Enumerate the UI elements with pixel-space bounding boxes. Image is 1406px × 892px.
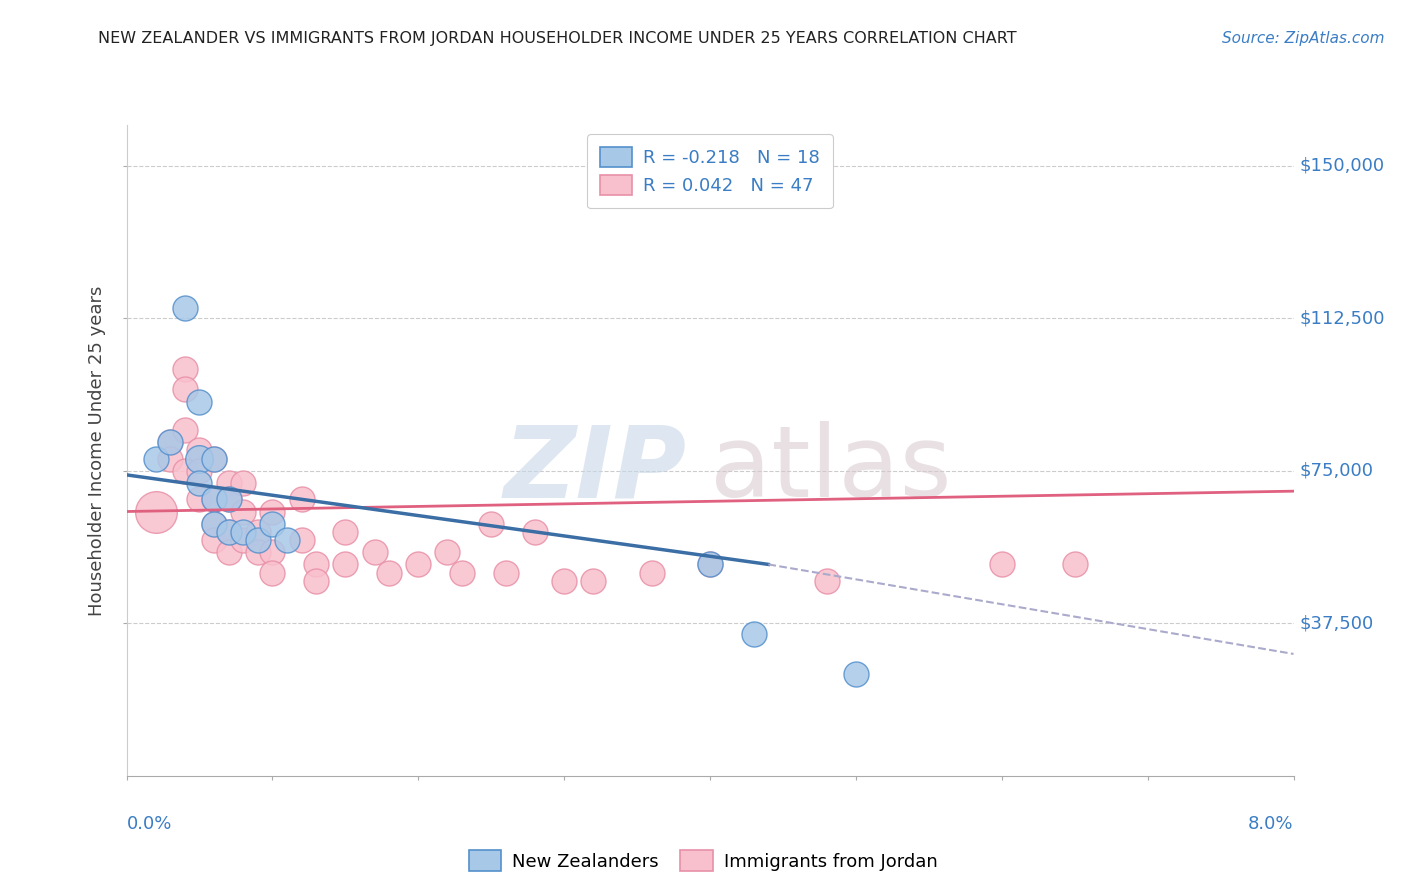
Point xyxy=(742,626,765,640)
Text: $150,000: $150,000 xyxy=(1299,157,1385,175)
Point xyxy=(815,574,838,588)
Point xyxy=(699,558,721,572)
Point xyxy=(174,301,197,315)
Point xyxy=(232,524,254,539)
Point xyxy=(699,558,721,572)
Text: 8.0%: 8.0% xyxy=(1249,815,1294,833)
Point xyxy=(246,524,269,539)
Point xyxy=(640,566,664,580)
Point xyxy=(1063,558,1085,572)
Point xyxy=(218,476,240,491)
Point xyxy=(451,566,474,580)
Text: $112,500: $112,500 xyxy=(1299,310,1385,327)
Point xyxy=(202,451,225,466)
Point xyxy=(232,533,254,547)
Point xyxy=(523,524,546,539)
Point xyxy=(159,435,181,450)
Text: Source: ZipAtlas.com: Source: ZipAtlas.com xyxy=(1222,31,1385,46)
Point xyxy=(218,545,240,559)
Point xyxy=(290,492,312,507)
Point xyxy=(159,435,181,450)
Text: ZIP: ZIP xyxy=(503,422,686,518)
Point xyxy=(174,362,197,376)
Point xyxy=(335,558,357,572)
Point xyxy=(479,516,502,531)
Text: $75,000: $75,000 xyxy=(1299,462,1374,480)
Point xyxy=(159,451,181,466)
Y-axis label: Householder Income Under 25 years: Householder Income Under 25 years xyxy=(89,285,107,615)
Point xyxy=(202,516,225,531)
Point xyxy=(262,545,284,559)
Point xyxy=(262,516,284,531)
Point xyxy=(246,533,269,547)
Point xyxy=(305,574,328,588)
Point xyxy=(262,566,284,580)
Point xyxy=(145,451,167,466)
Legend: New Zealanders, Immigrants from Jordan: New Zealanders, Immigrants from Jordan xyxy=(461,843,945,879)
Point xyxy=(202,451,225,466)
Point xyxy=(845,667,868,681)
Point xyxy=(188,451,211,466)
Legend: R = -0.218   N = 18, R = 0.042   N = 47: R = -0.218 N = 18, R = 0.042 N = 47 xyxy=(588,134,832,208)
Point xyxy=(232,504,254,518)
Point xyxy=(188,476,211,491)
Text: $37,500: $37,500 xyxy=(1299,615,1374,632)
Point xyxy=(246,545,269,559)
Point xyxy=(202,533,225,547)
Point xyxy=(218,524,240,539)
Point xyxy=(174,464,197,478)
Point xyxy=(202,492,225,507)
Point xyxy=(378,566,401,580)
Point xyxy=(495,566,517,580)
Point xyxy=(262,504,284,518)
Point xyxy=(174,383,197,397)
Point xyxy=(202,516,225,531)
Point xyxy=(174,423,197,437)
Point xyxy=(305,558,328,572)
Text: 0.0%: 0.0% xyxy=(127,815,172,833)
Point xyxy=(582,574,605,588)
Point xyxy=(218,492,240,507)
Point xyxy=(188,492,211,507)
Point xyxy=(363,545,385,559)
Point xyxy=(218,524,240,539)
Point xyxy=(408,558,430,572)
Point xyxy=(436,545,458,559)
Point xyxy=(232,476,254,491)
Text: atlas: atlas xyxy=(710,422,952,518)
Point xyxy=(335,524,357,539)
Point xyxy=(990,558,1012,572)
Text: NEW ZEALANDER VS IMMIGRANTS FROM JORDAN HOUSEHOLDER INCOME UNDER 25 YEARS CORREL: NEW ZEALANDER VS IMMIGRANTS FROM JORDAN … xyxy=(98,31,1017,46)
Point xyxy=(553,574,575,588)
Point xyxy=(276,533,298,547)
Point xyxy=(202,492,225,507)
Point xyxy=(188,443,211,458)
Point xyxy=(218,492,240,507)
Point xyxy=(188,464,211,478)
Point xyxy=(145,504,167,518)
Point xyxy=(290,533,312,547)
Point xyxy=(188,394,211,409)
